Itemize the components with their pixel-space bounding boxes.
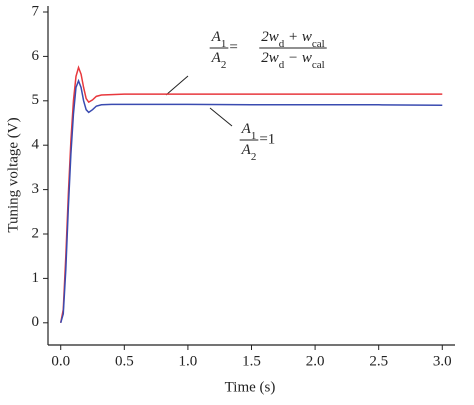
x-axis-label: Time (s) [225,379,276,395]
y-tick-label: 2 [32,225,40,241]
formula-run: d [279,38,285,50]
formula-run: − w [284,50,312,66]
x-tick-label: 2.5 [369,353,388,369]
formula-part: A2 [241,142,257,162]
formula-run: cal [312,38,325,50]
formula-part: 2wd + wcal [261,29,324,49]
y-tick-label: 4 [32,137,40,153]
y-tick-label: 5 [32,92,40,108]
formula-relation: = [229,39,237,55]
annotation-leader [165,75,189,96]
formula-run: A [211,29,222,45]
y-tick-label: 6 [32,48,40,64]
x-tick-label: 1.0 [179,353,198,369]
x-tick-label: 0.0 [51,353,70,369]
formula-run: + w [284,29,312,45]
formula-run: 2w [261,29,279,45]
formula-run: A [211,50,222,66]
formula-run: cal [312,59,325,71]
formula-run: d [279,59,285,71]
formula-run: 2 [251,151,257,163]
y-tick-label: 1 [32,270,40,286]
formula-run: 1 [221,38,227,50]
x-tick-label: 1.5 [242,353,261,369]
series-line [59,65,443,323]
formula-relation: =1 [259,131,275,147]
x-tick-label: 3.0 [433,353,452,369]
y-axis-label: Tuning voltage (V) [5,117,21,232]
annotation-leader [209,107,233,127]
formula-part: A2 [211,50,227,70]
formula-part: A1 [241,121,257,141]
y-tick-label: 0 [32,314,40,330]
x-tick-label: 0.5 [115,353,134,369]
x-tick-label: 2.0 [306,353,325,369]
formula-run: 2 [221,59,227,71]
y-tick-label: 3 [32,181,40,197]
formula-run: 1 [251,130,257,142]
formula-part: 2wd − wcal [261,50,324,70]
formula-run: A [241,142,252,158]
series-line [59,78,443,324]
formula-run: A [241,121,252,137]
y-tick-label: 7 [32,3,40,19]
formula-run: 2w [261,50,279,66]
formula-part: A1 [211,29,227,49]
